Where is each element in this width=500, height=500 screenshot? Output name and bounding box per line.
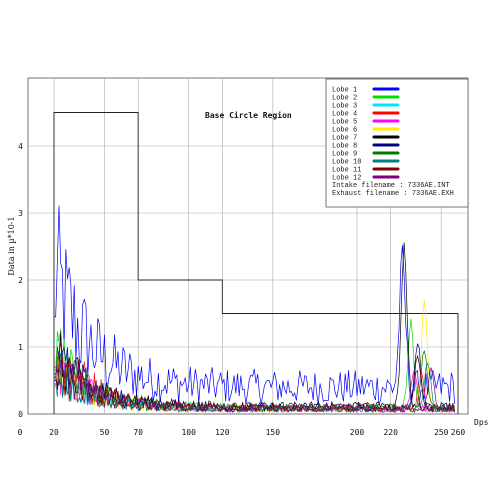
chart-title: Base Circle Region (205, 110, 292, 120)
legend-label: Lobe 5 (332, 119, 357, 127)
legend-label: Lobe 2 (332, 95, 357, 103)
x-tick-label: 120 (215, 428, 230, 437)
legend-note: Intake filename : 7336AE.INT (332, 182, 450, 190)
x-tick-label: 260 (451, 428, 466, 437)
legend-label: Lobe 11 (332, 167, 361, 175)
x-tick-label: 100 (181, 428, 196, 437)
y-tick-label: 2 (18, 276, 23, 285)
y-tick-label: 3 (18, 209, 23, 218)
series-line-12 (54, 351, 455, 414)
x-tick-label: 200 (350, 428, 365, 437)
legend-label: Lobe 8 (332, 143, 357, 151)
x-axis-ticks: 0 20 50 70 100 120 150 200 220 250 260 (18, 428, 466, 437)
x-tick-label: 0 (18, 428, 23, 437)
x-tick-label: 220 (383, 428, 398, 437)
x-tick-label: 70 (133, 428, 143, 437)
legend-box (325, 78, 469, 208)
region-envelope (53, 112, 459, 414)
legend-note: Exhaust filename : 7336AE.EXH (332, 190, 454, 198)
legend-label: Lobe 6 (332, 127, 357, 135)
legend-label: Lobe 7 (332, 135, 357, 143)
y-tick-label: 1 (18, 343, 23, 352)
legend-label: Lobe 10 (332, 159, 361, 167)
legend-label: Lobe 3 (332, 103, 357, 111)
series-group (54, 205, 455, 414)
legend-label: Lobe 12 (332, 175, 361, 183)
envelope-line (53, 112, 459, 414)
y-axis-label: Data in µ*10-1 (7, 216, 16, 275)
x-tick-label: 250 (434, 428, 449, 437)
x-tick-label: 20 (49, 428, 59, 437)
legend-label: Lobe 4 (332, 111, 357, 119)
x-axis-label: Dps (474, 418, 489, 427)
y-tick-label: 0 (18, 410, 23, 419)
y-tick-label: 4 (18, 142, 23, 151)
x-tick-label: 150 (266, 428, 281, 437)
series-line-1 (54, 205, 455, 406)
series-line-11 (54, 354, 455, 414)
legend-label: Lobe 9 (332, 151, 357, 159)
y-axis-ticks: 0 1 2 3 4 (18, 142, 23, 419)
legend-label: Lobe 1 (332, 87, 357, 95)
x-tick-label: 50 (100, 428, 110, 437)
